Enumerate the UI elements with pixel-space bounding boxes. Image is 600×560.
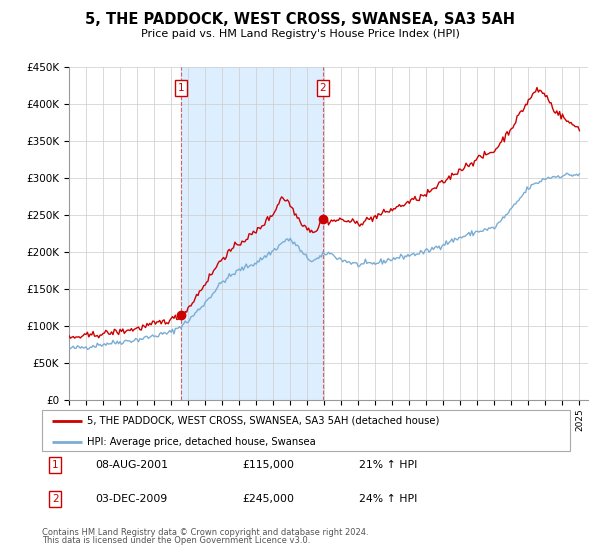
Text: 1: 1	[178, 83, 185, 93]
Text: This data is licensed under the Open Government Licence v3.0.: This data is licensed under the Open Gov…	[42, 536, 310, 545]
Text: £115,000: £115,000	[242, 460, 295, 470]
Text: Price paid vs. HM Land Registry's House Price Index (HPI): Price paid vs. HM Land Registry's House …	[140, 29, 460, 39]
Text: 5, THE PADDOCK, WEST CROSS, SWANSEA, SA3 5AH: 5, THE PADDOCK, WEST CROSS, SWANSEA, SA3…	[85, 12, 515, 27]
Bar	[181, 67, 323, 400]
Text: 1: 1	[52, 460, 59, 470]
Text: Contains HM Land Registry data © Crown copyright and database right 2024.: Contains HM Land Registry data © Crown c…	[42, 528, 368, 536]
Text: 24% ↑ HPI: 24% ↑ HPI	[359, 494, 417, 503]
Text: 03-DEC-2009: 03-DEC-2009	[95, 494, 167, 503]
Text: £245,000: £245,000	[242, 494, 295, 503]
Text: 2: 2	[52, 494, 59, 503]
Text: 08-AUG-2001: 08-AUG-2001	[95, 460, 168, 470]
Text: 5, THE PADDOCK, WEST CROSS, SWANSEA, SA3 5AH (detached house): 5, THE PADDOCK, WEST CROSS, SWANSEA, SA3…	[87, 416, 439, 426]
Text: HPI: Average price, detached house, Swansea: HPI: Average price, detached house, Swan…	[87, 437, 316, 447]
Text: 21% ↑ HPI: 21% ↑ HPI	[359, 460, 417, 470]
Text: 2: 2	[320, 83, 326, 93]
